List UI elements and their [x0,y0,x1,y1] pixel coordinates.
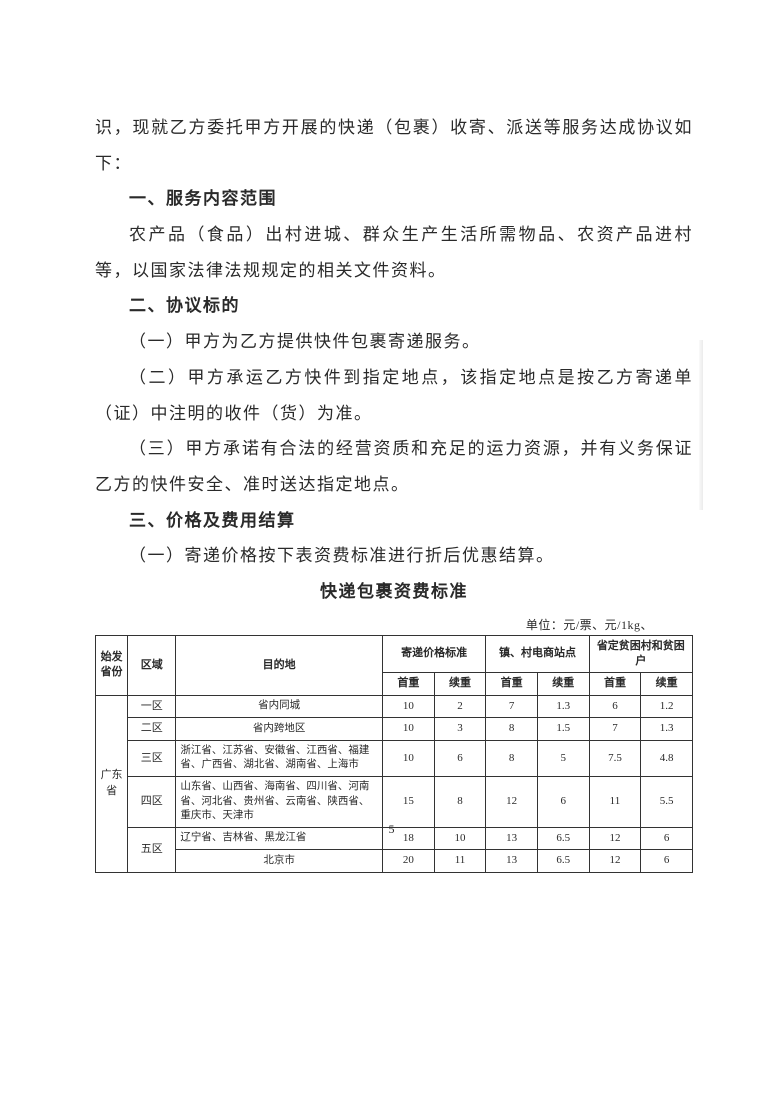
cell-value: 7.5 [589,740,641,776]
para-2: （一）甲方为乙方提供快件包裹寄递服务。 [95,324,693,360]
th-first-3: 首重 [589,673,641,695]
para-5: （一）寄递价格按下表资费标准进行折后优惠结算。 [95,538,693,574]
cell-dest: 辽宁省、吉林省、黑龙江省 [176,828,383,850]
th-first-1: 首重 [383,673,435,695]
cell-dest: 山东省、山西省、海南省、四川省、河南省、河北省、贵州省、云南省、陕西省、重庆市、… [176,776,383,827]
cell-dest: 浙江省、江苏省、安徽省、江西省、福建省、广西省、湖北省、湖南省、上海市 [176,740,383,776]
cell-value: 13 [486,850,538,872]
cell-value: 15 [383,776,435,827]
cell-value: 10 [383,740,435,776]
cell-dest: 省内跨地区 [176,718,383,740]
page-number: 5 [389,822,395,837]
table-row: 北京市2011136.5126 [96,850,693,872]
cell-dest: 省内同城 [176,695,383,717]
table-row: 四区山东省、山西省、海南省、四川省、河南省、河北省、贵州省、云南省、陕西省、重庆… [96,776,693,827]
price-table: 始发省份 区域 目的地 寄递价格标准 镇、村电商站点 省定贫困村和贫困户 首重 … [95,635,693,873]
unit-note: 单位：元/票、元/1kg、 [95,616,693,633]
cell-zone: 一区 [128,695,176,717]
th-add-2: 续重 [537,673,589,695]
th-first-2: 首重 [486,673,538,695]
cell-value: 6.5 [537,850,589,872]
cell-value: 6 [641,850,693,872]
th-province: 始发省份 [96,635,128,695]
cell-value: 6.5 [537,828,589,850]
cell-value: 12 [589,828,641,850]
cell-value: 1.5 [537,718,589,740]
cell-value: 10 [434,828,486,850]
cell-value: 3 [434,718,486,740]
heading-1: 一、服务内容范围 [95,181,693,217]
cell-province: 广东省 [96,695,128,872]
cell-value: 11 [589,776,641,827]
th-zone: 区域 [128,635,176,695]
cell-zone: 二区 [128,718,176,740]
cell-value: 1.3 [641,718,693,740]
paper-shadow [699,340,703,510]
cell-value: 4.8 [641,740,693,776]
cell-value: 11 [434,850,486,872]
cell-dest: 北京市 [176,850,383,872]
cell-zone: 三区 [128,740,176,776]
cell-value: 6 [537,776,589,827]
cell-value: 8 [486,740,538,776]
th-dest: 目的地 [176,635,383,695]
cell-value: 2 [434,695,486,717]
cell-value: 10 [383,718,435,740]
para-4: （三）甲方承诺有合法的经营资质和充足的运力资源，并有义务保证乙方的快件安全、准时… [95,431,693,502]
table-row: 三区浙江省、江苏省、安徽省、江西省、福建省、广西省、湖北省、湖南省、上海市106… [96,740,693,776]
para-1: 农产品（食品）出村进城、群众生产生活所需物品、农资产品进村等，以国家法律法规规定… [95,217,693,288]
cell-value: 6 [641,828,693,850]
table-header-row-1: 始发省份 区域 目的地 寄递价格标准 镇、村电商站点 省定贫困村和贫困户 [96,635,693,673]
cell-zone: 五区 [128,828,176,873]
table-row: 广东省一区省内同城10271.361.2 [96,695,693,717]
cell-value: 6 [434,740,486,776]
th-add-1: 续重 [434,673,486,695]
table-title: 快递包裹资费标准 [95,574,693,610]
cell-value: 5 [537,740,589,776]
cell-value: 12 [486,776,538,827]
cell-value: 6 [589,695,641,717]
cell-value: 8 [434,776,486,827]
cell-value: 1.2 [641,695,693,717]
cell-value: 10 [383,695,435,717]
cell-value: 5.5 [641,776,693,827]
th-grp3: 省定贫困村和贫困户 [589,635,692,673]
cell-value: 8 [486,718,538,740]
th-add-3: 续重 [641,673,693,695]
heading-2: 二、协议标的 [95,288,693,324]
cell-value: 20 [383,850,435,872]
cell-value: 12 [589,850,641,872]
para-3: （二）甲方承运乙方快件到指定地点，该指定地点是按乙方寄递单（证）中注明的收件（货… [95,360,693,431]
cell-value: 7 [589,718,641,740]
cell-zone: 四区 [128,776,176,827]
table-row: 二区省内跨地区10381.571.3 [96,718,693,740]
cell-value: 1.3 [537,695,589,717]
intro-para: 识，现就乙方委托甲方开展的快递（包裹）收寄、派送等服务达成协议如下： [95,110,693,181]
cell-value: 13 [486,828,538,850]
heading-3: 三、价格及费用结算 [95,503,693,539]
th-grp1: 寄递价格标准 [383,635,486,673]
cell-value: 7 [486,695,538,717]
th-grp2: 镇、村电商站点 [486,635,589,673]
